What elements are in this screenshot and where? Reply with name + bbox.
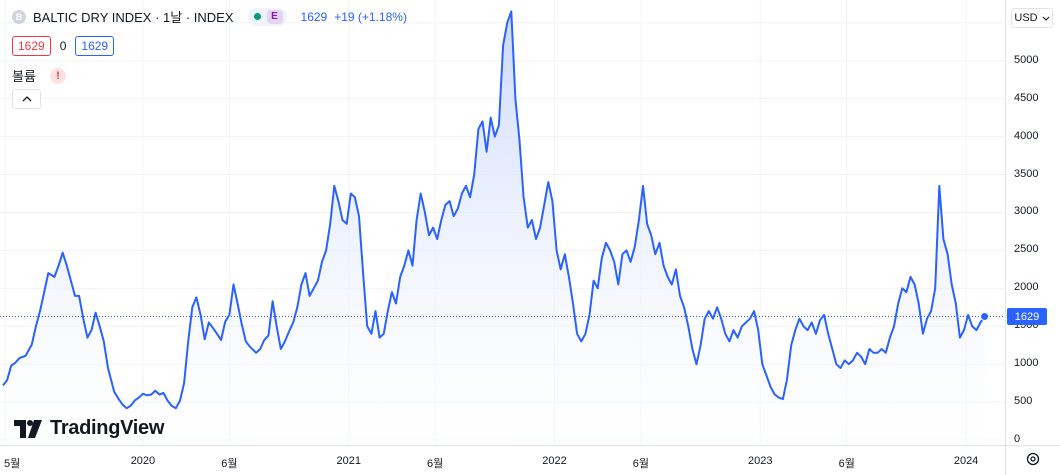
ask-box[interactable]: 1629 [75, 36, 115, 56]
price-axis[interactable] [1005, 0, 1060, 445]
ohlc-row: 1629 0 1629 [12, 36, 115, 56]
x-tick-label: 2021 [336, 455, 361, 467]
currency-label: USD [1014, 12, 1038, 24]
y-tick-label: 2000 [1014, 281, 1039, 294]
x-tick-label: 6월 [632, 458, 650, 470]
collapse-legend-button[interactable] [12, 89, 41, 109]
x-tick-label: 6월 [838, 458, 855, 470]
area-fill [3, 11, 985, 445]
currency-selector[interactable]: USD [1011, 8, 1053, 28]
gear-icon [1026, 452, 1040, 466]
x-tick-label: 2020 [130, 455, 156, 467]
time-axis[interactable] [0, 445, 1005, 475]
volume-label[interactable]: 볼륨 [12, 69, 36, 84]
y-tick-label: 4000 [1014, 129, 1039, 142]
x-tick-label: 2024 [953, 455, 979, 467]
y-tick-label: 0 [1014, 433, 1021, 446]
x-tick-label: 6월 [221, 458, 238, 470]
bid-box[interactable]: 1629 [12, 36, 51, 56]
y-tick-label: 4500 [1014, 91, 1039, 104]
x-tick-label: 6월 [427, 458, 444, 470]
y-tick-label: 1000 [1014, 357, 1039, 370]
axis-corner [1005, 445, 1060, 475]
tradingview-logo-icon [14, 419, 42, 438]
y-tick-label: 3500 [1014, 167, 1039, 180]
legend: B BALTIC DRY INDEX · 1날 · INDEX E 1629 +… [12, 7, 407, 26]
x-tick-label: 2022 [542, 455, 567, 467]
spread-value: 0 [59, 39, 67, 53]
x-tick-label: 2023 [748, 455, 773, 467]
price-change: +19 (+1.18%) [334, 9, 407, 24]
last-price: 1629 [300, 9, 328, 24]
last-price-label: 1629 [1007, 308, 1047, 326]
chart-settings-button[interactable] [1025, 451, 1041, 472]
symbol-icon[interactable]: B [12, 9, 26, 24]
volume-row: 볼륨 ! [12, 66, 66, 85]
chevron-up-icon [22, 96, 31, 102]
exchange-badge: E [266, 9, 283, 24]
x-tick-label: 5월 [4, 458, 21, 470]
last-price-dot [980, 311, 990, 321]
y-tick-label: 2500 [1014, 243, 1039, 256]
symbol-title[interactable]: BALTIC DRY INDEX · 1날 · INDEX [33, 10, 234, 25]
logo-text: TradingView [50, 417, 165, 439]
market-status-pill[interactable]: E [247, 7, 287, 26]
chart-plot-area[interactable] [0, 0, 1005, 445]
warning-icon[interactable]: ! [49, 67, 66, 84]
chevron-down-icon [1042, 16, 1049, 21]
market-open-icon [253, 13, 261, 20]
y-tick-label: 500 [1014, 395, 1033, 408]
y-tick-label: 3000 [1014, 205, 1039, 218]
y-tick-label: 5000 [1014, 53, 1039, 66]
tradingview-logo[interactable]: TradingView [14, 417, 164, 440]
